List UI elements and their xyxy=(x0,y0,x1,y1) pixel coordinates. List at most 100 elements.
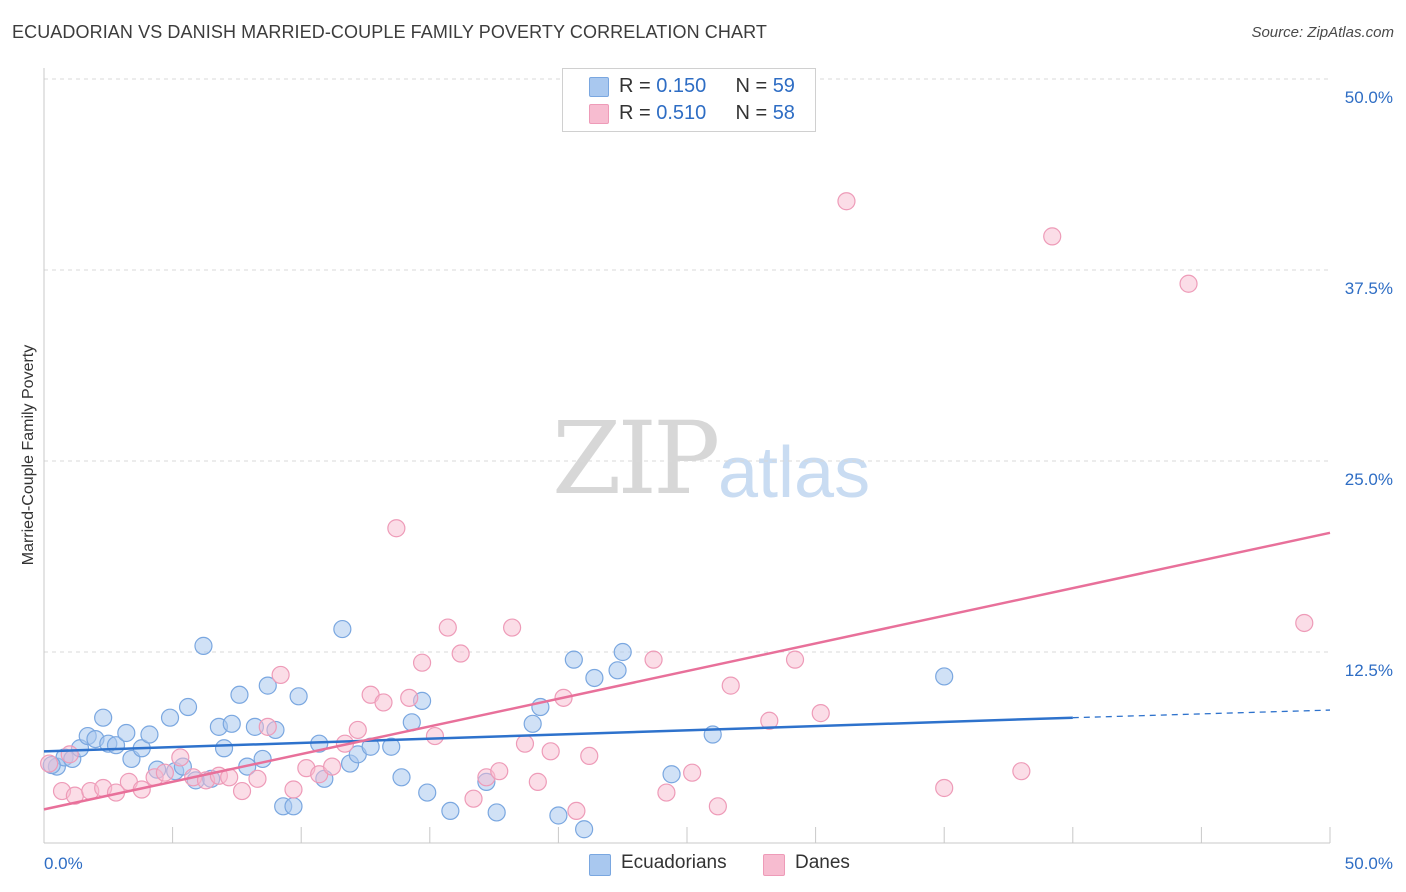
danes-point xyxy=(528,772,547,791)
watermark-atlas: atlas xyxy=(718,433,871,513)
ecuadorians-point xyxy=(564,650,583,669)
ecuadorians-point xyxy=(585,668,604,688)
watermark-zip: ZIP xyxy=(552,400,720,517)
gridlines xyxy=(44,78,1330,653)
danes-swatch xyxy=(589,104,609,124)
danes-point xyxy=(541,742,560,761)
ecuadorians-point xyxy=(487,803,506,822)
ecuadorians-point xyxy=(613,642,632,662)
danes-point xyxy=(387,519,406,538)
danes-trend-line xyxy=(43,531,1331,811)
ecuadorians-point xyxy=(230,685,249,704)
ecuadorians-point xyxy=(333,619,352,639)
danes-point xyxy=(811,704,830,723)
danes-point xyxy=(490,762,509,781)
ecuadorians-points xyxy=(42,619,954,839)
danes-point xyxy=(580,746,599,766)
danes-point xyxy=(935,778,954,798)
danes-point xyxy=(503,618,522,637)
trend-lines xyxy=(43,531,1331,811)
danes-point xyxy=(40,754,59,773)
chart-title: ECUADORIAN VS DANISH MARRIED-COUPLE FAMI… xyxy=(12,22,767,42)
danes-point xyxy=(400,688,419,707)
y-tick-label: 37.5% xyxy=(1345,279,1393,298)
source-label: Source: ZipAtlas.com xyxy=(1251,24,1394,41)
danes-point xyxy=(708,797,727,816)
danes-point xyxy=(837,192,856,211)
ecuadorians-legend-label: Ecuadorians xyxy=(621,852,727,873)
danes-point xyxy=(464,789,483,808)
danes-point xyxy=(374,693,393,712)
x-tick-label: 0.0% xyxy=(44,854,83,873)
ecuadorians-point xyxy=(258,676,277,695)
danes-point xyxy=(412,653,432,672)
ecuadorians-point xyxy=(178,697,198,717)
ecuadorians-point xyxy=(935,667,954,686)
y-tick-label: 25.0% xyxy=(1345,470,1393,489)
danes-point xyxy=(322,757,342,776)
danes-point xyxy=(232,781,252,801)
ecuadorians-point xyxy=(575,820,594,839)
danes-point xyxy=(438,618,457,637)
n-value: 59 xyxy=(772,75,795,97)
danes-point xyxy=(60,745,79,764)
ecuadorians-point xyxy=(608,661,627,680)
ecuadorians-point xyxy=(284,797,303,816)
danes-point xyxy=(785,650,805,669)
r-label: R = xyxy=(619,102,657,124)
ecuadorians-point xyxy=(289,687,308,706)
r-value: 0.150 xyxy=(656,75,707,97)
danes-point xyxy=(721,676,740,695)
danes-point xyxy=(155,763,174,782)
ecuadorians-point xyxy=(523,714,542,733)
ecuadorians-point xyxy=(418,783,437,802)
ecuadorians-point xyxy=(549,806,568,825)
stats-legend: R = 0.150 N = 59 R = 0.510 N = 58 xyxy=(562,68,816,132)
ecuadorians-legend-swatch xyxy=(589,854,611,876)
x-tick-label: 50.0% xyxy=(1345,854,1393,873)
ecuadorians-point xyxy=(662,765,681,784)
ecuadorians-point xyxy=(382,737,401,756)
ecuadorians-point xyxy=(94,708,113,727)
danes-legend-label: Danes xyxy=(795,852,850,873)
tick-labels: 12.5% 25.0% 37.5% 50.0% 0.0% 50.0% xyxy=(44,88,1393,873)
y-tick-label: 50.0% xyxy=(1345,88,1393,107)
ecuadorians-trend-line xyxy=(43,716,1073,753)
danes-point xyxy=(271,665,290,685)
ecuadorians-point xyxy=(117,723,136,743)
ecuadorians-trend-extension xyxy=(1072,709,1331,719)
axes xyxy=(43,68,1331,844)
danes-point xyxy=(657,783,676,802)
danes-legend-swatch xyxy=(763,854,785,876)
danes-point xyxy=(515,734,535,753)
ecuadorians-point xyxy=(441,801,460,821)
ecuadorians-swatch xyxy=(589,77,609,97)
danes-point xyxy=(567,801,586,821)
r-value: 0.510 xyxy=(656,102,707,124)
danes-point xyxy=(258,717,277,736)
r-label: R = xyxy=(619,75,657,97)
danes-point xyxy=(683,763,702,782)
danes-point xyxy=(1179,274,1198,293)
danes-point xyxy=(644,650,663,669)
n-label: N = xyxy=(735,75,773,97)
danes-point xyxy=(1043,227,1062,246)
ecuadorians-point xyxy=(160,708,180,727)
danes-point xyxy=(451,644,470,663)
n-value: 58 xyxy=(772,102,795,124)
danes-point xyxy=(425,726,445,746)
y-tick-label: 12.5% xyxy=(1345,661,1393,680)
ecuadorians-point xyxy=(222,714,241,733)
danes-point xyxy=(760,711,779,730)
danes-point xyxy=(348,720,367,740)
danes-point xyxy=(1295,613,1314,633)
ecuadorians-point xyxy=(392,768,411,787)
danes-point xyxy=(1012,762,1031,781)
ecuadorians-point xyxy=(140,725,159,744)
danes-point xyxy=(171,748,190,767)
n-label: N = xyxy=(735,102,773,124)
danes-point xyxy=(248,769,267,788)
danes-point xyxy=(284,780,303,799)
ecuadorians-point xyxy=(214,739,234,758)
